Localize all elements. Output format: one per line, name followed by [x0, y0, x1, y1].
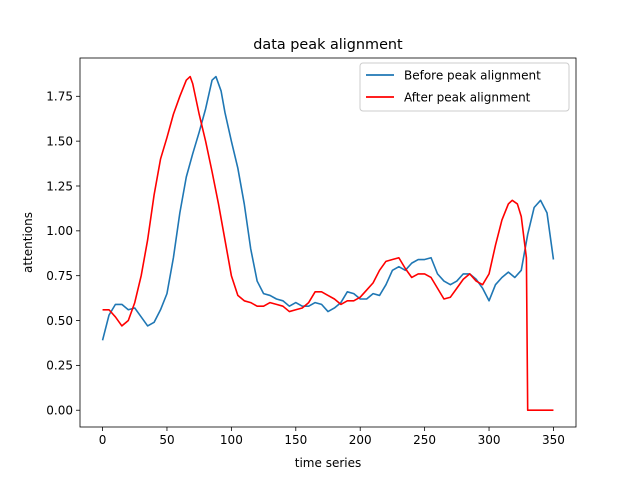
- y-tick-label: 0.50: [46, 314, 73, 328]
- x-tick-label: 350: [542, 433, 565, 447]
- y-axis-ticks: 0.00 0.25 0.50 0.75 1.00 1.25 1.50 1.75: [46, 90, 80, 418]
- series-layer: [101, 75, 555, 412]
- y-tick-label: 1.00: [46, 224, 73, 238]
- legend-label-after: After peak alignment: [404, 91, 531, 105]
- legend-label-before: Before peak alignment: [404, 69, 541, 83]
- y-tick-label: 1.50: [46, 134, 73, 148]
- x-tick-label: 50: [159, 433, 174, 447]
- y-tick-label: 0.75: [46, 269, 73, 283]
- x-tick-label: 0: [99, 433, 107, 447]
- y-tick-label: 1.75: [46, 90, 73, 104]
- series-line-after: [102, 75, 554, 412]
- y-axis-label: attentions: [21, 212, 35, 273]
- x-tick-label: 250: [413, 433, 436, 447]
- axes-frame: [79, 57, 577, 428]
- x-tick-label: 100: [220, 433, 243, 447]
- chart-title: data peak alignment: [253, 37, 403, 53]
- plot-area: [80, 58, 576, 427]
- x-tick-label: 200: [349, 433, 372, 447]
- x-axis-label: time series: [295, 456, 361, 470]
- x-tick-label: 300: [478, 433, 501, 447]
- legend: Before peak alignment After peak alignme…: [359, 62, 570, 112]
- x-axis-ticks: 0 50 100 150 200 250 300 350: [99, 427, 565, 447]
- y-tick-label: 0.25: [46, 359, 73, 373]
- y-tick-label: 1.25: [46, 179, 73, 193]
- x-tick-label: 150: [284, 433, 307, 447]
- legend-box: [359, 62, 570, 112]
- y-tick-label: 0.00: [46, 404, 73, 418]
